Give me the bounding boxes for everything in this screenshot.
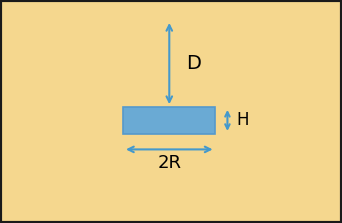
Text: D: D [186, 54, 201, 73]
Bar [123, 107, 215, 134]
Text: H: H [236, 112, 249, 129]
Text: 2R: 2R [157, 154, 181, 172]
